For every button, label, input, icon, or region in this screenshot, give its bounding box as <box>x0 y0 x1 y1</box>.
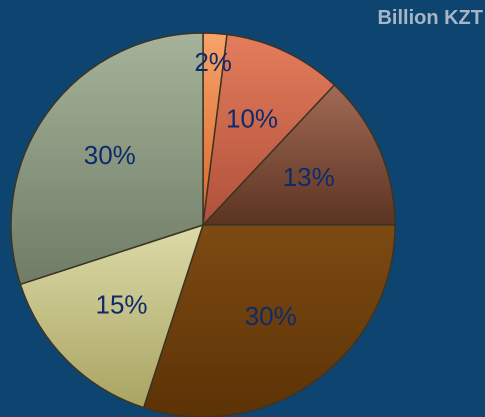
slice-label: 2% <box>194 47 232 77</box>
pie-slice <box>10 32 204 286</box>
unit-label: Billion KZT <box>377 7 483 29</box>
pie-slice <box>19 223 205 409</box>
slice-label: 30% <box>84 140 136 170</box>
slice-label: 13% <box>283 162 335 192</box>
slice-label: 10% <box>226 104 278 134</box>
slice-label: 15% <box>96 289 148 319</box>
pie-slice <box>142 224 396 417</box>
pie-slice <box>201 83 396 226</box>
slice-label: 30% <box>245 301 297 331</box>
pie-slice <box>201 33 336 228</box>
